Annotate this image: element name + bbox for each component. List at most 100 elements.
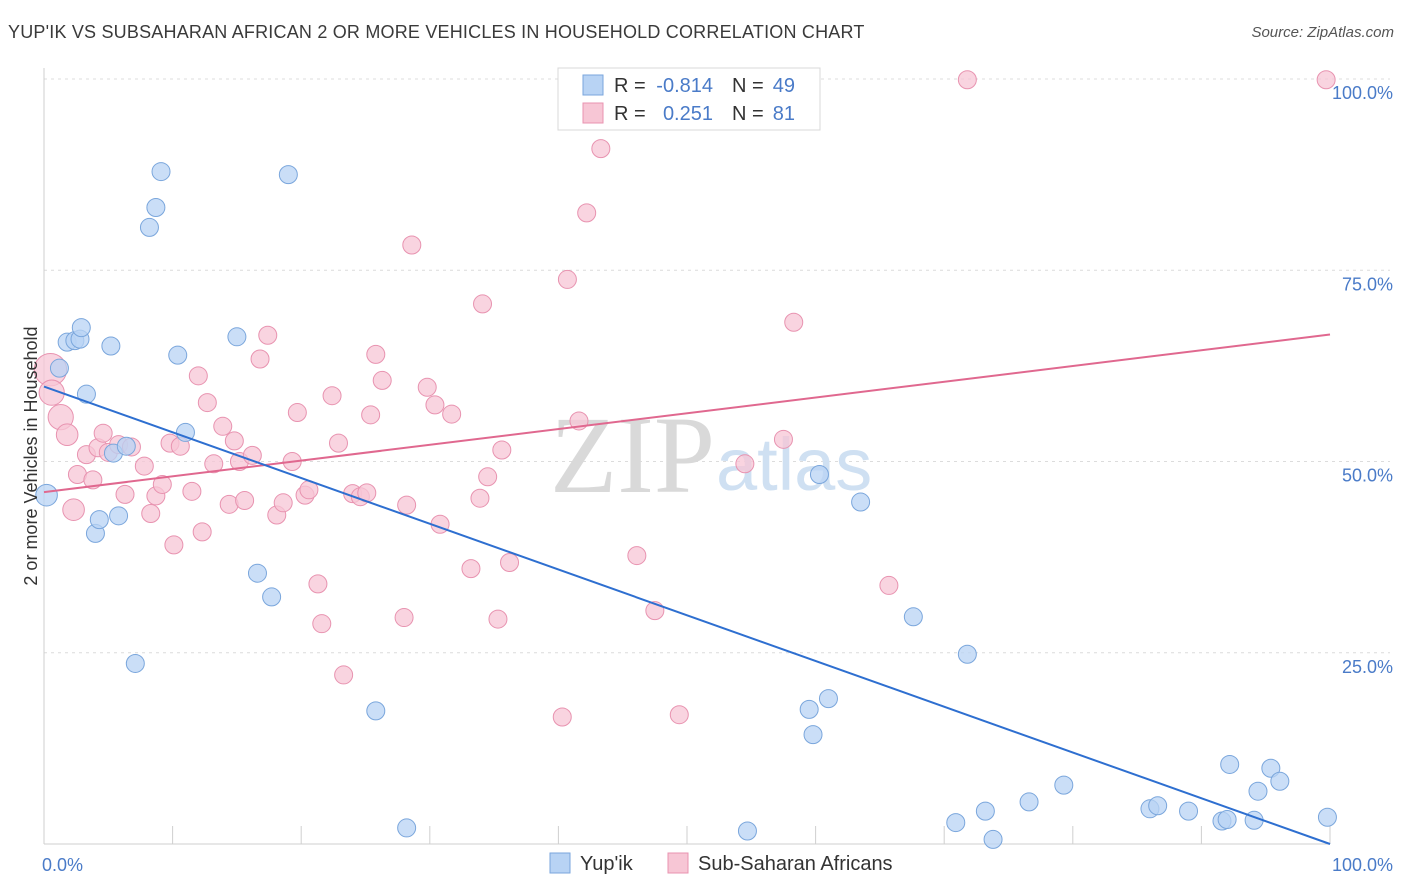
sub-saharan-point-17	[152, 474, 172, 494]
sub-saharan-point-58	[461, 559, 481, 579]
yupik-point-26	[799, 699, 819, 719]
stats-swatch-sub-saharan	[582, 102, 604, 124]
sub-saharan-point-32	[250, 349, 270, 369]
y-axis-label: 2 or more Vehicles in Household	[21, 326, 41, 585]
stats-n-value-sub-saharan: 81	[773, 103, 795, 125]
sub-saharan-point-65	[552, 707, 572, 727]
sub-saharan-point-40	[308, 574, 328, 594]
sub-saharan-point-66	[557, 269, 577, 289]
sub-saharan-point-57	[442, 404, 462, 424]
yupik-point-23	[366, 701, 386, 721]
stats-legend: R = -0.814 N = 49 R = 0.251 N = 81	[557, 67, 821, 131]
sub-saharan-point-59	[470, 488, 490, 508]
yupik-point-11	[109, 506, 129, 526]
sub-saharan-point-37	[287, 403, 307, 423]
sub-saharan-point-63	[492, 440, 512, 460]
legend-label-yupik: Yup'ik	[580, 853, 634, 875]
x-axis-ticks	[172, 826, 1331, 844]
sub-saharan-point-52	[397, 495, 417, 515]
grid-lines	[44, 78, 1390, 654]
sub-saharan-point-24	[197, 393, 217, 413]
sub-saharan-point-43	[328, 433, 348, 453]
sub-saharan-point-14	[134, 456, 154, 476]
yupik-point-24	[397, 818, 417, 838]
sub-saharan-point-19	[164, 535, 184, 555]
sub-saharan-point-54	[417, 377, 437, 397]
x-tick-label-min: 0.0%	[42, 855, 83, 875]
yupik-point-6	[76, 384, 96, 404]
yupik-point-15	[146, 198, 166, 218]
yupik-point-47	[1270, 771, 1290, 791]
yupik-point-33	[957, 644, 977, 664]
y-tick-label-1: 50.0%	[1342, 466, 1393, 486]
stats-swatch-yupik	[582, 74, 604, 96]
sub-saharan-point-70	[627, 546, 647, 566]
yupik-point-22	[278, 165, 298, 185]
yupik-point-48	[1317, 807, 1337, 827]
stats-r-value-yupik: -0.814	[656, 75, 713, 97]
yupik-point-40	[1179, 801, 1199, 821]
sub-saharan-point-51	[394, 608, 414, 628]
yupik-point-28	[809, 465, 829, 485]
sub-saharan-point-3	[55, 423, 79, 447]
sub-saharan-point-77	[957, 70, 977, 90]
yupik-point-46	[1261, 758, 1281, 778]
sub-saharan-point-4	[62, 498, 85, 521]
sub-saharan-point-7	[83, 470, 103, 490]
sub-saharan-point-60	[473, 294, 493, 314]
stats-n-label-sub-saharan: N =	[732, 103, 764, 125]
source-credit: Source: ZipAtlas.com	[1251, 24, 1394, 41]
sub-saharan-point-30	[235, 491, 255, 511]
yupik-point-9	[101, 336, 121, 356]
sub-saharan-point-41	[312, 614, 332, 634]
stats-n-value-yupik: 49	[773, 75, 795, 97]
stats-r-label-sub-saharan: R =	[614, 103, 646, 125]
yupik-point-18	[175, 422, 195, 442]
sub-saharan-point-64	[500, 552, 520, 572]
y-tick-label-0: 25.0%	[1342, 657, 1393, 677]
sub-saharan-point-72	[669, 705, 689, 725]
sub-saharan-point-15	[141, 504, 161, 524]
yupik-point-20	[247, 563, 267, 583]
y-tick-label-3: 100.0%	[1332, 83, 1393, 103]
sub-saharan-point-12	[115, 484, 135, 504]
yupik-point-14	[139, 217, 159, 237]
stats-r-label-yupik: R =	[614, 75, 646, 97]
x-tick-label-max: 100.0%	[1332, 855, 1393, 875]
sub-saharan-point-28	[224, 431, 244, 451]
series-yupik-points	[35, 162, 1337, 849]
yupik-point-31	[903, 607, 923, 627]
sub-saharan-point-25	[204, 454, 224, 474]
trend-line-yupik	[43, 385, 1331, 845]
sub-saharan-point-68	[577, 203, 597, 223]
sub-saharan-point-49	[366, 344, 386, 364]
yupik-point-27	[803, 725, 823, 745]
sub-saharan-point-62	[488, 609, 508, 629]
yupik-point-13	[125, 653, 145, 673]
stats-n-label-yupik: N =	[732, 75, 764, 97]
sub-saharan-point-23	[192, 522, 212, 542]
yupik-point-39	[1148, 796, 1168, 816]
sub-saharan-point-78	[1316, 70, 1336, 90]
yupik-point-1	[49, 358, 69, 378]
yupik-point-29	[818, 689, 838, 709]
sub-saharan-point-75	[784, 312, 804, 332]
sub-saharan-point-73	[735, 454, 755, 474]
y-tick-labels: 25.0% 50.0% 75.0% 100.0%	[1332, 83, 1393, 677]
sub-saharan-point-61	[478, 467, 498, 487]
watermark: ZIP atlas	[550, 394, 872, 516]
chart-title: YUP'IK VS SUBSAHARAN AFRICAN 2 OR MORE V…	[8, 22, 865, 42]
trend-line-sub-saharan	[43, 333, 1331, 494]
yupik-point-35	[983, 829, 1003, 849]
yupik-point-0	[35, 483, 58, 507]
yupik-point-19	[227, 327, 247, 347]
yupik-point-16	[151, 162, 171, 182]
yupik-point-17	[168, 345, 188, 365]
yupik-point-12	[116, 436, 136, 456]
yupik-point-32	[946, 813, 966, 833]
sub-saharan-point-26	[213, 416, 233, 436]
yupik-point-43	[1220, 754, 1240, 774]
sub-saharan-point-21	[182, 481, 202, 501]
yupik-point-5	[71, 318, 91, 338]
sub-saharan-point-35	[273, 493, 293, 513]
